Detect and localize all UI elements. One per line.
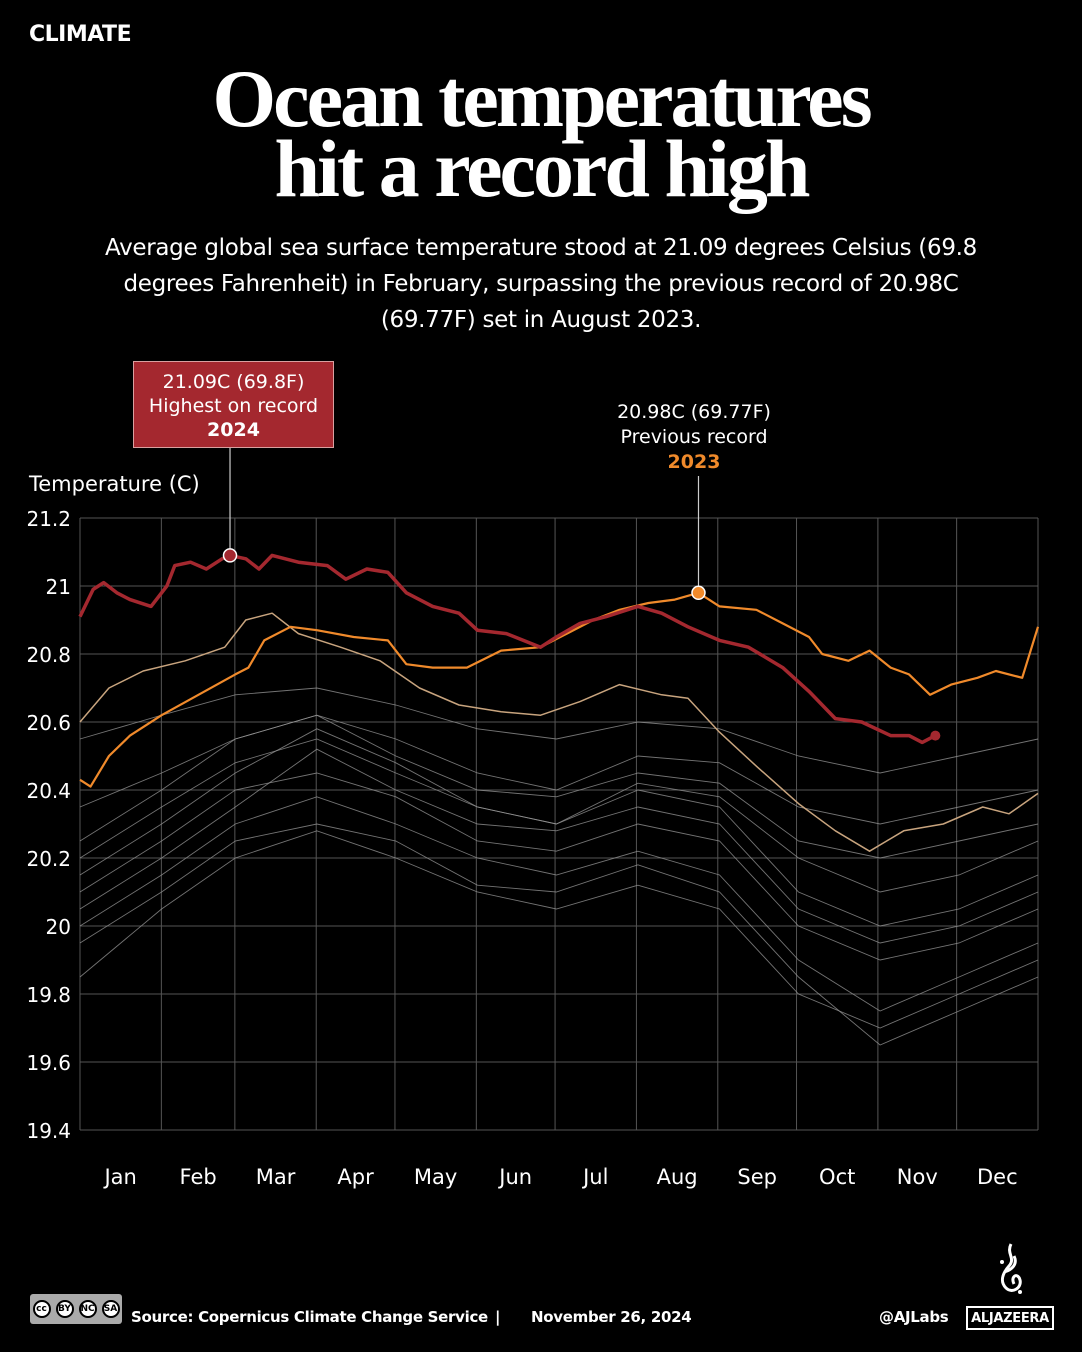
previous-record-annotation: 20.98C (69.77F) Previous record 2023 xyxy=(574,400,814,475)
page-title: Ocean temperatures hit a record high xyxy=(0,53,1082,214)
y-tick-label: 19.8 xyxy=(26,983,71,1007)
background-year-line xyxy=(79,796,1039,1012)
x-tick-label: Dec xyxy=(977,1165,1018,1189)
aj-labs-handle[interactable]: @AJLabs xyxy=(879,1308,949,1326)
x-tick-label: Jul xyxy=(581,1165,608,1189)
y-tick-label: 20 xyxy=(46,915,71,939)
creative-commons-badge[interactable]: cc BY NC SA xyxy=(30,1294,122,1324)
background-year-line xyxy=(79,687,1039,774)
series-line-highlight xyxy=(79,612,1039,852)
title-line-1: Ocean temperatures xyxy=(212,53,872,144)
by-icon: BY xyxy=(55,1300,74,1318)
x-tick-label: Jun xyxy=(497,1165,532,1189)
aljazeera-logo-icon xyxy=(1000,1243,1022,1294)
y-tick-label: 20.6 xyxy=(26,711,71,735)
background-year-line xyxy=(79,830,1039,1029)
cc-icon: cc xyxy=(32,1300,51,1318)
x-tick-label: Mar xyxy=(256,1165,296,1189)
x-tick-label: Nov xyxy=(897,1165,938,1189)
x-tick-label: Aug xyxy=(657,1165,698,1189)
y-tick-label: 19.4 xyxy=(26,1119,71,1143)
record-marker-2024 xyxy=(222,548,238,563)
source-text: Source: Copernicus Climate Change Servic… xyxy=(131,1308,488,1326)
record-annotation: 21.09C (69.8F) Highest on record 2024 xyxy=(133,361,334,448)
x-tick-label: Apr xyxy=(337,1165,374,1189)
series-end-marker-2024 xyxy=(930,730,941,741)
y-axis-label: Temperature (C) xyxy=(29,472,200,496)
series-line-2024 xyxy=(78,553,937,745)
previous-annotation-label: Previous record xyxy=(620,426,768,448)
previous-annotation-year: 2023 xyxy=(667,451,721,473)
y-tick-label: 20.2 xyxy=(26,847,71,871)
y-tick-label: 20.4 xyxy=(26,779,71,803)
background-year-line xyxy=(79,748,1039,944)
background-year-line xyxy=(79,823,1039,1046)
series-line-2023 xyxy=(79,591,1040,788)
background-year-line xyxy=(79,772,1039,961)
category-kicker: CLIMATE xyxy=(29,22,132,47)
background-year-line xyxy=(79,728,1039,893)
record-marker-2023 xyxy=(691,585,706,601)
y-tick-label: 21 xyxy=(46,575,71,599)
subtitle: Average global sea surface temperature s… xyxy=(104,235,977,333)
background-year-line xyxy=(79,714,1039,859)
sa-icon: SA xyxy=(101,1300,120,1318)
y-tick-label: 19.6 xyxy=(26,1051,71,1075)
x-tick-label: Oct xyxy=(819,1165,855,1189)
aljazeera-wordmark[interactable]: ALJAZEERA xyxy=(966,1306,1054,1330)
x-tick-label: Feb xyxy=(180,1165,217,1189)
x-tick-label: Jan xyxy=(102,1165,136,1189)
x-tick-label: May xyxy=(414,1165,457,1189)
record-annotation-label: Highest on record xyxy=(148,395,319,417)
record-annotation-value: 21.09C (69.8F) xyxy=(162,371,305,393)
publish-date: November 26, 2024 xyxy=(531,1308,692,1326)
y-tick-label: 21.2 xyxy=(26,507,71,531)
x-tick-label: Sep xyxy=(737,1165,777,1189)
y-tick-label: 20.8 xyxy=(26,643,71,667)
record-annotation-year: 2024 xyxy=(207,419,260,441)
previous-annotation-value: 20.98C (69.77F) xyxy=(617,401,771,423)
footer-separator: | xyxy=(495,1308,501,1326)
nc-icon: NC xyxy=(78,1300,97,1318)
title-line-2: hit a record high xyxy=(274,123,811,214)
